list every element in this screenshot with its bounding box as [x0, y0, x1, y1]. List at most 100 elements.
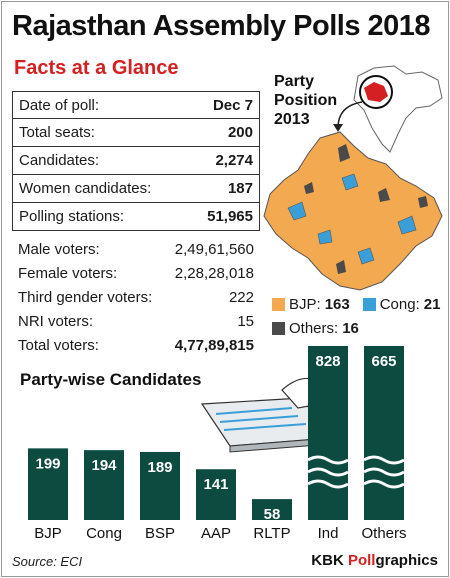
voter-row-nri: NRI voters: 15 [12, 309, 260, 333]
legend-label: Cong: [379, 295, 420, 313]
bar-ind [308, 346, 348, 520]
locator-ring-icon [359, 75, 393, 109]
party-position-label: Party Position 2013 [274, 72, 337, 129]
page-title: Rajasthan Assembly Polls 2018 [12, 10, 431, 42]
bar-bjp [28, 448, 68, 520]
others-region [336, 260, 346, 274]
legend-value: 163 [324, 295, 350, 313]
voter-value: 222 [228, 288, 254, 306]
locator-rajasthan-icon [364, 82, 388, 102]
bar-rltp [252, 499, 292, 520]
voter-row-total: Total voters: 4,77,89,815 [12, 333, 260, 357]
fact-label: Women candidates: [19, 180, 152, 197]
others-region [418, 196, 428, 208]
party-position-line2: Position [274, 92, 338, 109]
fact-row-seats: Total seats: 200 [12, 119, 260, 147]
bar-value-label: 189 [147, 459, 172, 476]
fact-label: Candidates: [19, 152, 100, 169]
axis-break-icon [307, 479, 349, 489]
party-candidates-chart: 199 BJP 194 Cong 189 BSP 141 AAP 58 RLTP 828 Ind 665… [28, 346, 407, 542]
voter-row-third-gender: Third gender voters: 222 [12, 285, 260, 309]
cong-region [317, 229, 333, 245]
axis-break-icon [363, 467, 405, 477]
legend-cong: Cong: 21 [362, 295, 441, 313]
legend-swatch-others [272, 321, 285, 335]
fact-value: 200 [227, 124, 253, 141]
credit-logo: KBK Pollgraphics [311, 552, 438, 569]
legend-row-2: Others: 16 [272, 316, 447, 340]
voter-row-male: Male voters: 2,49,61,560 [12, 237, 260, 261]
credit-part-b: Poll [347, 552, 376, 569]
fact-row-date: Date of poll: Dec 7 [12, 91, 260, 119]
bar-value-label: 58 [264, 506, 281, 523]
axis-break-icon [307, 455, 349, 465]
legend-swatch-cong [362, 297, 376, 311]
facts-table: Date of poll: Dec 7 Total seats: 200 Can… [12, 91, 260, 357]
axis-break-icon [363, 479, 405, 489]
axis-break-icon [307, 467, 349, 477]
voter-label: Female voters: [18, 264, 118, 282]
category-label: Ind [318, 525, 339, 542]
legend-others: Others: 16 [272, 320, 359, 337]
category-label: BSP [145, 525, 175, 542]
category-label: Cong [86, 525, 122, 542]
legend-label: BJP: [289, 295, 321, 313]
voter-label: Male voters: [18, 240, 100, 258]
bar-value-label: 828 [315, 353, 340, 370]
legend-label: Others: [289, 319, 339, 337]
voter-value: 4,77,89,815 [174, 336, 254, 354]
chart-title: Party-wise Candidates [20, 370, 202, 389]
legend-value: 21 [423, 295, 441, 313]
page-subtitle: Facts at a Glance [14, 57, 179, 79]
bar-value-label: 194 [91, 457, 117, 474]
fact-label: Date of poll: [19, 96, 100, 114]
others-region [378, 188, 390, 202]
fact-value: Dec 7 [212, 96, 253, 114]
category-label: Others [361, 525, 406, 542]
fact-label: Polling stations: [19, 208, 125, 225]
fact-label: Total seats: [19, 124, 95, 141]
bar-value-label: 141 [203, 476, 228, 493]
source-note: Source: ECI [12, 554, 83, 569]
fact-row-candidates: Candidates: 2,274 [12, 147, 260, 175]
fact-value: 2,274 [215, 152, 253, 169]
cong-region [357, 247, 375, 265]
bar-value-label: 199 [35, 455, 60, 472]
voter-row-female: Female voters: 2,28,28,018 [12, 261, 260, 285]
category-label: RLTP [253, 525, 290, 542]
axis-break-icon [363, 455, 405, 465]
legend-swatch-bjp [272, 297, 285, 311]
legend-value: 16 [342, 319, 359, 337]
voter-value: 15 [237, 312, 254, 330]
party-position-line1: Party [274, 73, 315, 90]
bar-aap [196, 469, 236, 520]
voters-table: Male voters: 2,49,61,560 Female voters: … [12, 237, 260, 357]
credit-part-a: KBK [311, 552, 348, 569]
bar-value-label: 665 [371, 353, 396, 370]
voter-value: 2,49,61,560 [174, 240, 254, 258]
voter-value: 2,28,28,018 [174, 264, 254, 282]
map-legend: BJP: 163 Cong: 21 Others: 16 [272, 292, 447, 340]
category-label: BJP [34, 525, 62, 542]
others-region [338, 144, 350, 162]
legend-row-1: BJP: 163 Cong: 21 [272, 292, 447, 316]
bar-cong [84, 450, 124, 520]
fact-value: 51,965 [207, 208, 253, 225]
party-position-line3: 2013 [274, 111, 310, 128]
rajasthan-map-icon [263, 131, 443, 291]
fact-value: 187 [227, 180, 253, 197]
fact-row-polling-stations: Polling stations: 51,965 [12, 203, 260, 231]
legend-bjp: BJP: 163 [272, 296, 350, 313]
voter-label: Total voters: [18, 336, 99, 354]
credit-part-c: graphics [375, 552, 438, 569]
map-graphics [263, 65, 443, 291]
cong-region [341, 173, 359, 191]
bar-bsp [140, 451, 180, 520]
voter-label: NRI voters: [18, 312, 94, 330]
cong-region [287, 201, 307, 221]
voter-label: Third gender voters: [18, 288, 153, 306]
bar-others [364, 346, 404, 520]
others-region [304, 182, 314, 194]
fact-row-women-candidates: Women candidates: 187 [12, 175, 260, 203]
